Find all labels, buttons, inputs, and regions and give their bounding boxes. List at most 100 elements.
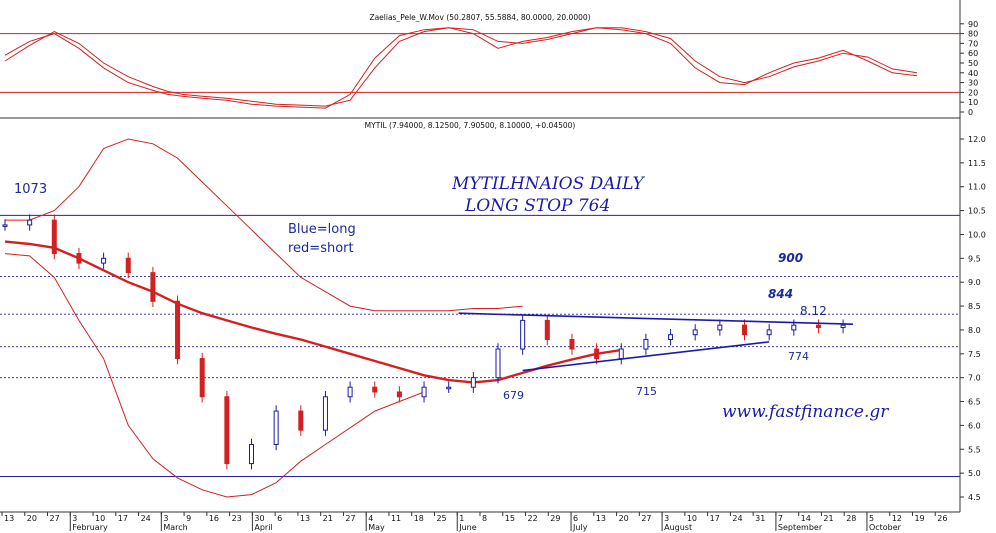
time-tick-label: 20 — [619, 514, 629, 523]
month-label: October — [869, 523, 902, 532]
price-tick-label: 11.0 — [968, 183, 986, 192]
month-label: September — [778, 523, 823, 532]
candle-body — [396, 391, 402, 398]
candle-body — [495, 348, 501, 379]
annotation-title-2: LONG STOP 764 — [464, 196, 610, 216]
annotation-844: 844 — [768, 287, 793, 301]
month-label: February — [72, 523, 108, 532]
candle-body — [27, 219, 33, 226]
candle-body — [51, 219, 57, 255]
price-tick-label: 7.0 — [968, 374, 981, 383]
time-tick-label: 15 — [505, 514, 515, 523]
candle-body — [742, 324, 747, 336]
time-tick-label: 13 — [596, 514, 606, 523]
oscillator-tick-label: 10 — [968, 98, 978, 107]
price-tick-label: 10.5 — [968, 207, 986, 216]
time-tick-label: 1 — [459, 514, 464, 523]
bollinger-upper-line — [5, 138, 523, 312]
time-tick-label: 7 — [778, 514, 783, 523]
time-tick-label: 20 — [27, 514, 37, 523]
candle-body — [273, 410, 279, 445]
oscillator-title: Zaelias_Pele_W.Mov (50.2807, 55.5884, 80… — [369, 13, 590, 22]
time-tick-label: 26 — [937, 514, 947, 523]
oscillator-tick-label: 90 — [968, 20, 978, 29]
oscillator-series-line — [4, 27, 918, 107]
price-tick-label: 10.0 — [968, 230, 986, 239]
time-tick-label: 3 — [72, 514, 77, 523]
candle-body — [125, 257, 131, 274]
price-tick-label: 8.5 — [968, 302, 981, 311]
candle-body — [347, 386, 353, 398]
price-panel: MYTIL (7.94000, 8.12500, 7.90500, 8.1000… — [0, 121, 986, 532]
time-tick-label: 24 — [732, 514, 742, 523]
candle-body — [421, 386, 427, 398]
time-tick-label: 31 — [755, 514, 765, 523]
candle-body — [766, 329, 772, 336]
candle-body — [815, 324, 821, 329]
candle-body — [717, 324, 723, 331]
time-tick-label: 3 — [664, 514, 669, 523]
oscillator-tick-label: 60 — [968, 49, 978, 58]
candle-body — [643, 338, 649, 350]
time-tick-label: 23 — [232, 514, 242, 523]
candle-body — [569, 338, 575, 350]
price-tick-label: 6.0 — [968, 421, 981, 430]
candle-body — [150, 272, 156, 302]
time-tick-label: 10 — [95, 514, 105, 523]
oscillator-tick-label: 40 — [968, 69, 978, 78]
annotation-812: 8.12 — [800, 304, 827, 318]
oscillator-tick-label: 80 — [968, 30, 978, 39]
candle-body — [2, 224, 8, 227]
candle-body — [544, 319, 550, 340]
time-tick-label: 5 — [869, 514, 874, 523]
candle-body — [322, 396, 328, 431]
price-tick-label: 5.5 — [968, 445, 981, 454]
price-tick-label: 9.0 — [968, 278, 981, 287]
candle-body — [199, 358, 205, 398]
time-tick-label: 27 — [345, 514, 355, 523]
candle-body — [175, 300, 181, 360]
candle-body — [298, 410, 304, 431]
annotation-1073: 1073 — [14, 182, 47, 197]
trendline — [458, 312, 853, 326]
price-tick-label: 12.0 — [968, 135, 986, 144]
candle-body — [840, 324, 846, 329]
time-tick-label: 21 — [323, 514, 333, 523]
time-tick-label: 10 — [687, 514, 697, 523]
time-tick-label: 9 — [186, 514, 191, 523]
oscillator-panel: Zaelias_Pele_W.Mov (50.2807, 55.5884, 80… — [0, 13, 978, 117]
price-tick-label: 7.5 — [968, 350, 981, 359]
price-axis: 4.5 5.0 5.5 6.0 6.5 7.0 7.5 8.0 8.5 9.0 9.5 10.0 10.… — [960, 135, 986, 502]
time-tick-label: 3 — [163, 514, 168, 523]
annotation-legend-2: red=short — [288, 241, 354, 256]
time-tick-label: 30 — [254, 514, 264, 523]
oscillator-tick-label: 50 — [968, 59, 978, 68]
oscillator-tick-label: 20 — [968, 88, 978, 97]
month-label: March — [163, 523, 187, 532]
time-tick-label: 29 — [550, 514, 560, 523]
time-tick-label: 13 — [300, 514, 310, 523]
time-tick-label: 6 — [573, 514, 578, 523]
time-tick-label: 19 — [914, 514, 924, 523]
annotation-title-1: MYTILHNAIOS DAILY — [451, 174, 645, 194]
annotation-website: www.fastfinance.gr — [722, 402, 889, 422]
candle-body — [76, 253, 82, 264]
time-tick-label: 28 — [846, 514, 856, 523]
bollinger-lower-line — [4, 253, 425, 498]
month-label: July — [572, 523, 588, 532]
time-tick-label: 14 — [801, 514, 811, 523]
time-tick-label: 25 — [436, 514, 446, 523]
oscillator-tick-label: 30 — [968, 79, 978, 88]
month-label: August — [664, 523, 692, 532]
moving-average — [4, 240, 622, 384]
annotation-715: 715 — [636, 385, 657, 398]
month-label: June — [458, 523, 477, 532]
annotation-legend-1: Blue=long — [288, 222, 356, 237]
candle-body — [101, 257, 107, 264]
time-axis: 13 20 27 3 10 17 24 3 9 16 23 30 6 13 21 27 4 11 18 25 1 8 15 2… — [1, 512, 947, 532]
time-tick-label: 17 — [710, 514, 720, 523]
candle-body — [224, 396, 230, 465]
candle-body — [692, 329, 698, 336]
trendlines — [458, 312, 853, 372]
